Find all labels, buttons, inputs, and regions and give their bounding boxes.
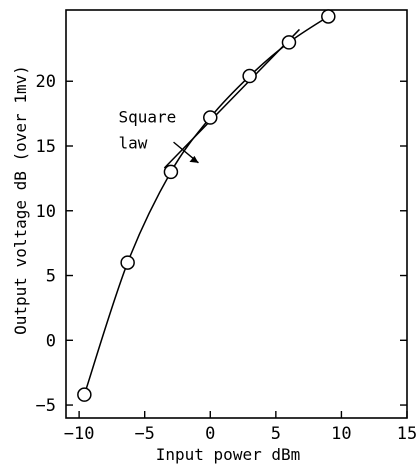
data-point: [242, 68, 257, 84]
series-lines: [83, 15, 329, 395]
annotation-text: law: [118, 134, 147, 153]
data-point: [120, 255, 135, 270]
y-tick-label: −5: [36, 396, 56, 416]
x-tick-label: 10: [331, 424, 351, 444]
x-tick-label: 5: [271, 424, 281, 444]
x-tick-label: 15: [397, 424, 417, 444]
annotations: Square law: [118, 108, 199, 164]
y-tick-label: 5: [46, 267, 56, 287]
series-curve: [83, 15, 329, 395]
data-point: [321, 9, 336, 24]
y-tick-label: 20: [36, 72, 56, 92]
annotation-arrow-head: [189, 155, 199, 163]
data-point: [163, 164, 179, 180]
x-axis-label: Input power dBm: [156, 445, 301, 464]
plot-frame: [65, 9, 408, 419]
x-tick-label: −5: [134, 424, 154, 444]
data-markers: [77, 9, 336, 402]
x-axis-ticks: −10 −5 0 5 10 15: [64, 411, 417, 444]
y-axis-ticks: −5 0 5 10 15 20: [36, 72, 407, 416]
data-point: [203, 110, 218, 125]
y-tick-label: 0: [46, 331, 56, 351]
annotation-text: Square: [118, 108, 176, 127]
data-point: [77, 387, 92, 402]
x-tick-label: −10: [64, 424, 95, 444]
x-tick-label: 0: [205, 424, 215, 444]
data-point: [281, 35, 297, 50]
y-tick-label: 10: [36, 202, 56, 222]
y-axis-label: Output voltage dB (over 1mv): [11, 65, 30, 335]
y-tick-label: 15: [36, 137, 56, 157]
square-law-line: [163, 28, 300, 169]
